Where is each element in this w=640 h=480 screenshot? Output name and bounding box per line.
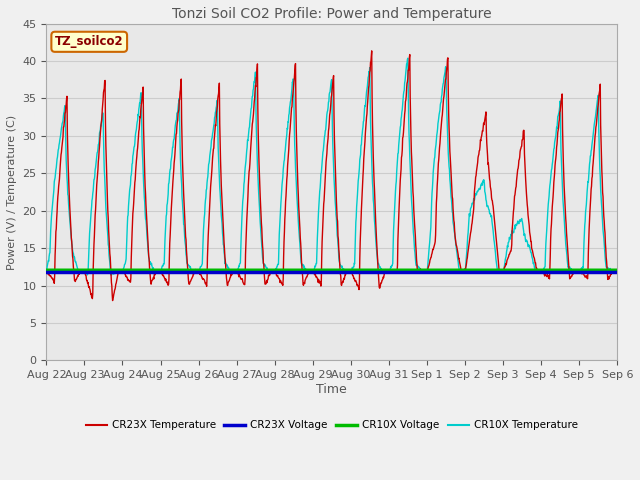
X-axis label: Time: Time (316, 383, 348, 396)
Y-axis label: Power (V) / Temperature (C): Power (V) / Temperature (C) (7, 114, 17, 270)
Title: Tonzi Soil CO2 Profile: Power and Temperature: Tonzi Soil CO2 Profile: Power and Temper… (172, 7, 492, 21)
Text: TZ_soilco2: TZ_soilco2 (55, 36, 124, 48)
Legend: CR23X Temperature, CR23X Voltage, CR10X Voltage, CR10X Temperature: CR23X Temperature, CR23X Voltage, CR10X … (82, 416, 582, 434)
